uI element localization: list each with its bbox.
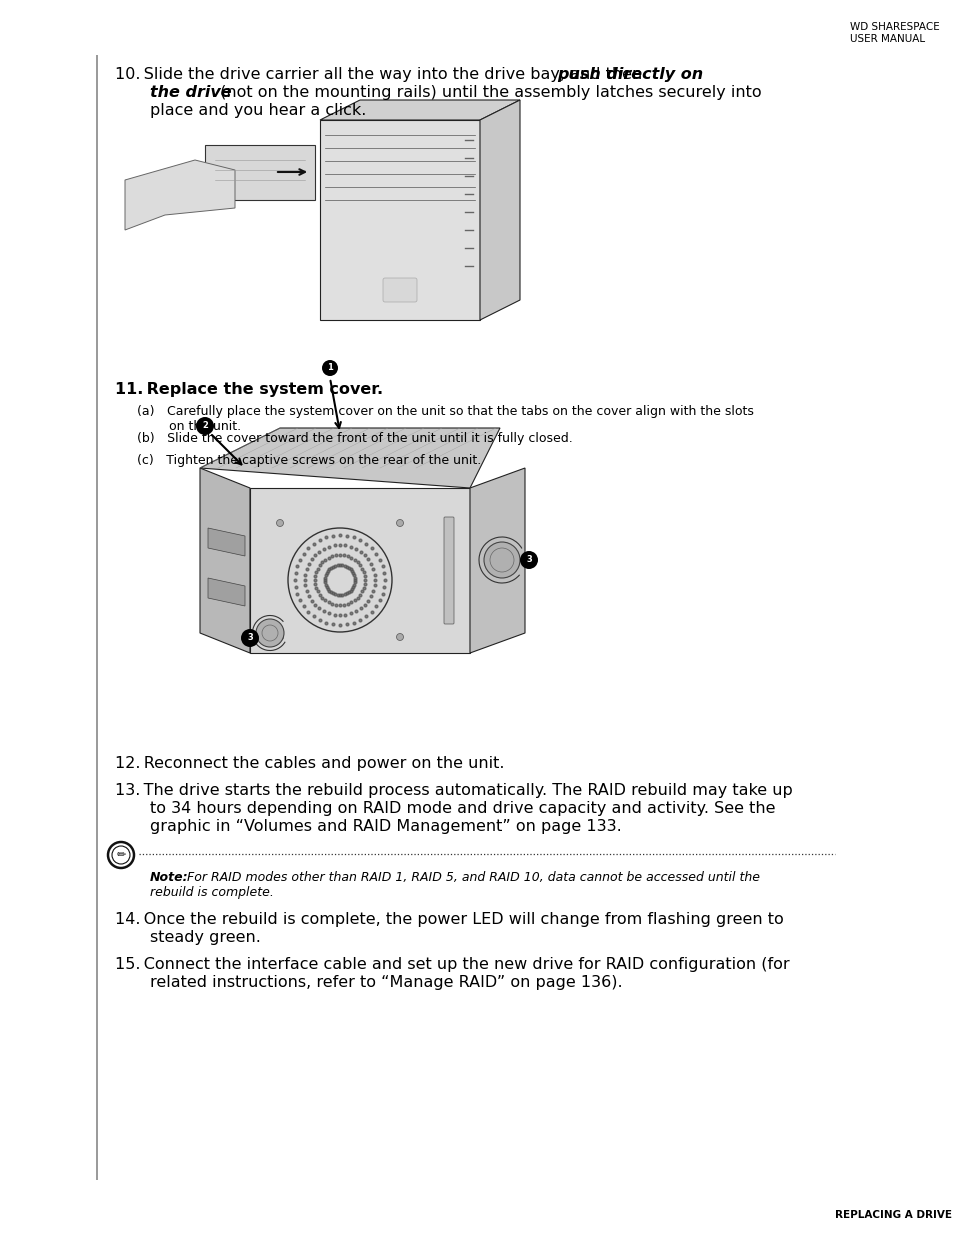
Polygon shape	[319, 100, 519, 120]
Circle shape	[108, 842, 133, 868]
Polygon shape	[145, 180, 225, 210]
Circle shape	[483, 542, 519, 578]
Text: REPLACING A DRIVE - 180: REPLACING A DRIVE - 180	[834, 1210, 953, 1220]
Circle shape	[396, 634, 403, 641]
Circle shape	[276, 634, 283, 641]
Text: For RAID modes other than RAID 1, RAID 5, and RAID 10, data cannot be accessed u: For RAID modes other than RAID 1, RAID 5…	[183, 871, 760, 884]
Text: steady green.: steady green.	[150, 930, 260, 945]
Circle shape	[255, 619, 284, 647]
FancyBboxPatch shape	[205, 144, 314, 200]
Text: 13. The drive starts the rebuild process automatically. The RAID rebuild may tak: 13. The drive starts the rebuild process…	[115, 783, 792, 798]
Text: 3: 3	[525, 556, 532, 564]
Text: 10. Slide the drive carrier all the way into the drive bay, and then: 10. Slide the drive carrier all the way …	[115, 67, 647, 82]
Polygon shape	[200, 429, 499, 488]
Circle shape	[195, 417, 213, 435]
Text: related instructions, refer to “Manage RAID” on page 136).: related instructions, refer to “Manage R…	[150, 974, 622, 990]
Polygon shape	[200, 468, 250, 653]
Text: (b) Slide the cover toward the front of the unit until it is fully closed.: (b) Slide the cover toward the front of …	[137, 432, 572, 445]
Text: (c) Tighten the captive screws on the rear of the unit.: (c) Tighten the captive screws on the re…	[137, 454, 480, 467]
Circle shape	[396, 520, 403, 526]
Text: ✏: ✏	[116, 850, 126, 860]
Text: (a) Carefully place the system cover on the unit so that the tabs on the cover a: (a) Carefully place the system cover on …	[137, 405, 753, 417]
FancyBboxPatch shape	[443, 517, 454, 624]
Polygon shape	[208, 529, 245, 556]
Text: WD SHARESPACE: WD SHARESPACE	[849, 22, 939, 32]
Text: 12. Reconnect the cables and power on the unit.: 12. Reconnect the cables and power on th…	[115, 756, 504, 771]
FancyBboxPatch shape	[319, 120, 479, 320]
Circle shape	[322, 359, 337, 375]
Text: graphic in “Volumes and RAID Management” on page 133.: graphic in “Volumes and RAID Management”…	[150, 819, 621, 834]
Text: Note:: Note:	[150, 871, 189, 884]
Circle shape	[241, 629, 258, 647]
FancyBboxPatch shape	[382, 278, 416, 303]
Circle shape	[519, 551, 537, 569]
Text: 3: 3	[247, 634, 253, 642]
Text: 15. Connect the interface cable and set up the new drive for RAID configuration : 15. Connect the interface cable and set …	[115, 957, 789, 972]
Polygon shape	[125, 161, 234, 230]
Text: 11. Replace the system cover.: 11. Replace the system cover.	[115, 382, 383, 396]
Text: rebuild is complete.: rebuild is complete.	[150, 885, 274, 899]
Polygon shape	[208, 578, 245, 606]
Text: push directly on: push directly on	[557, 67, 702, 82]
FancyBboxPatch shape	[250, 488, 470, 653]
Circle shape	[276, 520, 283, 526]
Text: place and you hear a click.: place and you hear a click.	[150, 103, 366, 119]
Text: 1: 1	[327, 363, 333, 373]
Text: USER MANUAL: USER MANUAL	[849, 35, 924, 44]
Polygon shape	[479, 100, 519, 320]
Text: 2: 2	[202, 421, 208, 431]
Polygon shape	[470, 468, 524, 653]
Text: the drive: the drive	[150, 85, 232, 100]
Text: to 34 hours depending on RAID mode and drive capacity and activity. See the: to 34 hours depending on RAID mode and d…	[150, 802, 775, 816]
Text: 14. Once the rebuild is complete, the power LED will change from flashing green : 14. Once the rebuild is complete, the po…	[115, 911, 783, 927]
Text: on the unit.: on the unit.	[169, 420, 241, 433]
Text: (not on the mounting rails) until the assembly latches securely into: (not on the mounting rails) until the as…	[214, 85, 760, 100]
